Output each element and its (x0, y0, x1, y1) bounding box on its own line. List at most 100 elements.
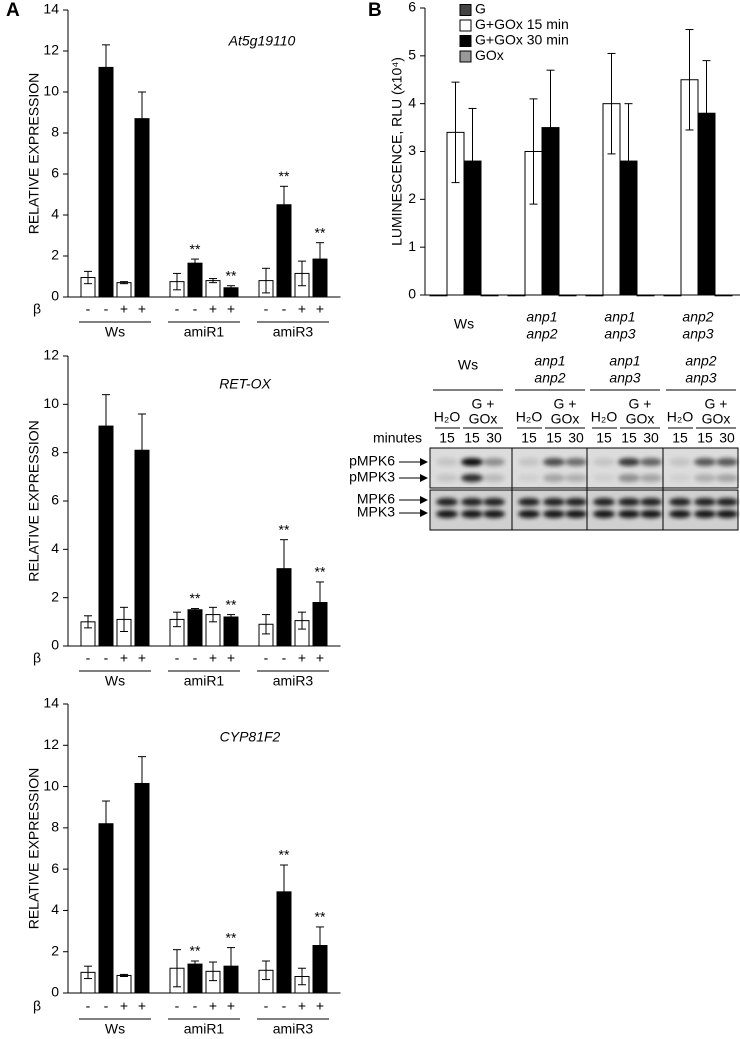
blot-band (461, 474, 483, 482)
error-bar (102, 800, 110, 847)
bar (187, 609, 203, 647)
x-tick-label: anp2 (682, 309, 713, 325)
blot-band (669, 510, 691, 518)
significance-label: ** (279, 521, 290, 537)
legend-swatch (459, 35, 472, 47)
x-tick-label: amiR3 (273, 324, 314, 340)
treatment-label: H₂O (667, 409, 694, 425)
bar (714, 294, 733, 297)
y-tick-label: 0 (51, 637, 59, 653)
blot-band (565, 498, 587, 506)
band-label: MPK3 (357, 504, 395, 520)
blot-band (618, 474, 640, 482)
y-tick-label: 4 (51, 901, 59, 917)
bar (558, 294, 577, 297)
blot-band (694, 510, 716, 518)
y-tick-label: 10 (43, 777, 59, 793)
x-tick-label: Ws (105, 324, 125, 340)
significance-label: ** (279, 168, 290, 184)
chart-title: At5g19110 (228, 33, 296, 49)
genotype-label: anp1 (609, 353, 640, 369)
treatment: + (120, 301, 128, 317)
minutes-value: 15 (546, 430, 562, 446)
error-bar (262, 960, 270, 981)
x-tick-label: amiR3 (273, 1021, 314, 1037)
error-bar (316, 242, 324, 276)
y-tick-label: 8 (51, 124, 59, 140)
treatment: + (316, 650, 324, 666)
blot-band (694, 498, 716, 506)
y-tick-label: 2 (51, 942, 59, 958)
legend-label: GOx (475, 47, 504, 63)
blot-band (593, 498, 615, 506)
band-arrow-head (420, 474, 428, 482)
bar (98, 425, 114, 647)
treatment: + (138, 301, 146, 317)
blot-band (565, 510, 587, 518)
bar (223, 616, 239, 647)
band-arrow-head (420, 496, 428, 504)
error-bar (262, 614, 270, 635)
legend-swatch (459, 4, 472, 16)
error-bar (227, 614, 235, 620)
blot-image (429, 447, 739, 489)
blot-band (565, 474, 587, 482)
bar (187, 262, 203, 298)
bar (480, 294, 499, 297)
bar (116, 974, 132, 994)
treatment: + (227, 998, 235, 1014)
y-tick-label: 2 (51, 247, 59, 263)
minutes-value: 15 (697, 430, 713, 446)
treatment: + (298, 650, 306, 666)
error-bar (227, 285, 235, 291)
significance-label: ** (226, 267, 237, 283)
treatment: + (209, 301, 217, 317)
significance-label: ** (315, 224, 326, 240)
x-tick-label: amiR1 (184, 324, 225, 340)
minutes-value: 15 (439, 430, 455, 446)
blot-band (461, 510, 483, 518)
error-bar (702, 60, 711, 167)
treatment-label: H₂O (516, 409, 543, 425)
blot-band (436, 474, 458, 482)
y-tick-label: 14 (43, 695, 59, 711)
band-arrow-head (420, 509, 428, 517)
minutes-value: 15 (521, 430, 537, 446)
panel-label: A (6, 0, 20, 21)
significance-label: ** (190, 241, 201, 257)
treatment: + (138, 998, 146, 1014)
y-tick-label: 0 (51, 984, 59, 1000)
bar (98, 823, 114, 994)
error-bar (173, 949, 181, 988)
significance-label: ** (315, 909, 326, 925)
error-bar (546, 69, 555, 186)
error-bar (451, 81, 460, 184)
bar (116, 282, 132, 298)
blot-band (669, 458, 691, 466)
genotype-label: anp3 (609, 370, 640, 386)
y-tick-label: 5 (408, 47, 416, 63)
x-tick-label: anp1 (526, 309, 557, 325)
band-label: MPK6 (357, 491, 395, 507)
treatment: - (193, 650, 198, 666)
y-tick-label: 12 (43, 42, 59, 58)
legend-label: G+GOx 30 min (475, 32, 569, 48)
x-tick-label: amiR1 (184, 673, 225, 689)
error-bar (138, 413, 146, 487)
y-tick-label: 4 (408, 94, 416, 110)
minutes-label: minutes (373, 430, 422, 446)
genotype-label: anp2 (685, 353, 716, 369)
error-bar (138, 91, 146, 146)
minutes-value: 30 (719, 430, 735, 446)
y-tick-label: 12 (43, 347, 59, 363)
blot-band (593, 474, 615, 482)
blot-band (461, 458, 483, 466)
error-bar (298, 611, 306, 630)
treatment: - (264, 301, 269, 317)
band-arrow-head (420, 458, 428, 466)
minutes-value: 15 (621, 430, 637, 446)
significance-label: ** (226, 596, 237, 612)
y-tick-label: 8 (51, 819, 59, 835)
error-bar (316, 926, 324, 965)
treatment: - (175, 650, 180, 666)
